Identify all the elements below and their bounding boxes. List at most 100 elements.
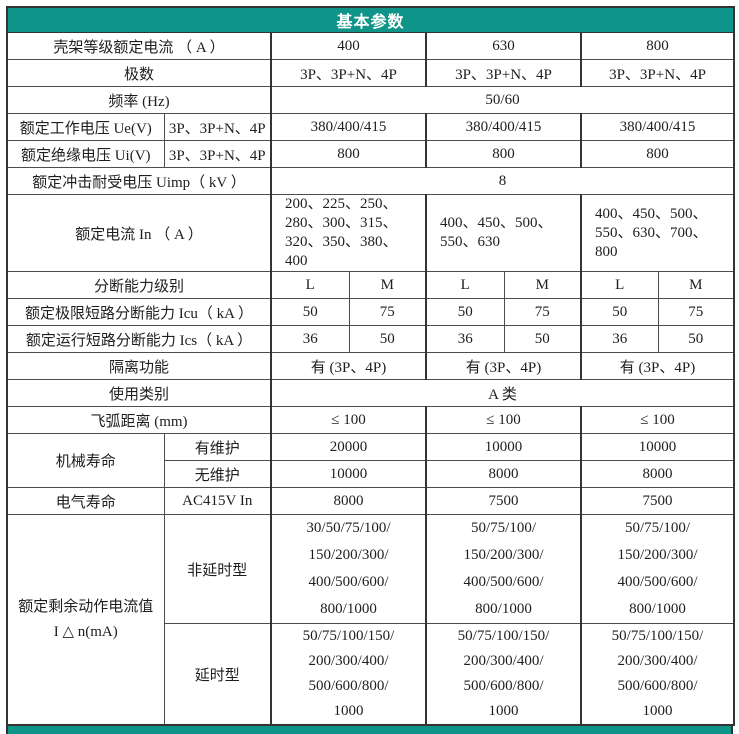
poles-label: 极数	[6, 59, 272, 87]
icu-value-5: 50	[580, 298, 659, 326]
row-arc-distance: 飞弧距离 (mm) ≤ 100 ≤ 100 ≤ 100	[6, 406, 735, 434]
isolation-value-3: 有 (3P、4P)	[579, 352, 735, 380]
impulse-voltage-label: 额定冲击耐受电压 Uimp（ kV ）	[6, 167, 272, 195]
rated-voltage-label: 额定工作电压 Ue(V)	[6, 113, 165, 141]
breaking-class-L3: L	[580, 271, 659, 299]
breaking-class-L2: L	[425, 271, 505, 299]
mech-life-unmaintained-label: 无维护	[163, 460, 272, 488]
row-rated-current: 额定电流 In （ A ） 200、225、250、 280、300、315、 …	[6, 194, 735, 272]
ics-value-6: 50	[657, 325, 735, 353]
row-impulse-voltage: 额定冲击耐受电压 Uimp（ kV ） 8	[6, 167, 735, 195]
frame-current-value-2: 630	[425, 32, 582, 60]
insulation-voltage-value-1: 800	[270, 140, 427, 168]
isolation-label: 隔离功能	[6, 352, 272, 380]
mech-life-maintained-value-3: 10000	[579, 433, 735, 461]
breaking-class-M1: M	[348, 271, 427, 299]
frame-current-value-3: 800	[579, 32, 735, 60]
rcd-non-delay-label: 非延时型	[163, 514, 272, 624]
next-section-header-strip	[6, 726, 733, 734]
icu-value-3: 50	[425, 298, 505, 326]
elec-life-value-1: 8000	[270, 487, 427, 515]
ics-label: 额定运行短路分断能力 Ics（ kA ）	[6, 325, 272, 353]
ics-value-4: 50	[503, 325, 582, 353]
breaking-class-M3: M	[657, 271, 735, 299]
isolation-value-1: 有 (3P、4P)	[270, 352, 427, 380]
impulse-voltage-value: 8	[269, 167, 735, 195]
row-rcd-non-delay: 额定剩余动作电流值 I △ n(mA) 非延时型 30/50/75/100/ 1…	[6, 514, 735, 726]
row-breaking-class: 分断能力级别 L M L M L M	[6, 271, 735, 299]
icu-value-6: 75	[657, 298, 735, 326]
rcd-delay-value-2: 50/75/100/150/ 200/300/400/ 500/600/800/…	[425, 623, 582, 726]
mech-life-label: 机械寿命	[6, 433, 165, 488]
mech-life-maintained-label: 有维护	[163, 433, 272, 461]
rcd-delay-label: 延时型	[163, 623, 272, 726]
row-mech-life-maintained: 机械寿命 有维护 20000 10000 10000	[6, 433, 735, 488]
frequency-label: 频率 (Hz)	[6, 86, 272, 114]
rcd-delay-value-3: 50/75/100/150/ 200/300/400/ 500/600/800/…	[579, 623, 735, 726]
icu-value-2: 75	[348, 298, 427, 326]
basic-params-table: 基本参数 壳架等级额定电流 （ A ） 400 630 800 极数 3P、3P…	[6, 6, 736, 726]
rated-voltage-sub-label: 3P、3P+N、4P	[163, 113, 272, 141]
row-rated-voltage: 额定工作电压 Ue(V) 3P、3P+N、4P 380/400/415 380/…	[6, 113, 735, 141]
elec-life-value-2: 7500	[425, 487, 582, 515]
frame-current-value-1: 400	[270, 32, 427, 60]
rated-current-label: 额定电流 In （ A ）	[6, 194, 272, 272]
arc-distance-value-2: ≤ 100	[425, 406, 582, 434]
table-title: 基本参数	[6, 6, 735, 33]
arc-distance-label: 飞弧距离 (mm)	[6, 406, 272, 434]
rcd-label: 额定剩余动作电流值 I △ n(mA)	[6, 514, 165, 726]
rated-voltage-value-2: 380/400/415	[425, 113, 582, 141]
rated-voltage-value-1: 380/400/415	[270, 113, 427, 141]
mech-life-unmaintained-value-2: 8000	[425, 460, 582, 488]
breaking-class-M2: M	[503, 271, 582, 299]
row-mech-life-unmaintained: 无维护 10000 8000 8000	[7, 460, 735, 488]
ics-value-2: 50	[348, 325, 427, 353]
poles-value-1: 3P、3P+N、4P	[270, 59, 427, 87]
poles-value-2: 3P、3P+N、4P	[425, 59, 582, 87]
frame-current-label: 壳架等级额定电流 （ A ）	[6, 32, 272, 60]
insulation-voltage-label: 额定绝缘电压 Ui(V)	[6, 140, 165, 168]
mech-life-maintained-value-1: 20000	[270, 433, 427, 461]
insulation-voltage-sub-label: 3P、3P+N、4P	[163, 140, 272, 168]
rated-voltage-value-3: 380/400/415	[579, 113, 735, 141]
utilization-label: 使用类别	[6, 379, 272, 407]
utilization-value: A 类	[269, 379, 735, 407]
row-isolation: 隔离功能 有 (3P、4P) 有 (3P、4P) 有 (3P、4P)	[6, 352, 735, 380]
rated-current-value-1: 200、225、250、 280、300、315、 320、350、380、 4…	[270, 194, 427, 272]
table-title-row: 基本参数	[6, 6, 735, 33]
rcd-delay-value-1: 50/75/100/150/ 200/300/400/ 500/600/800/…	[270, 623, 427, 726]
row-utilization: 使用类别 A 类	[6, 379, 735, 407]
rcd-non-delay-value-2: 50/75/100/ 150/200/300/ 400/500/600/ 800…	[425, 514, 582, 624]
arc-distance-value-1: ≤ 100	[270, 406, 427, 434]
ics-value-3: 36	[425, 325, 505, 353]
rcd-non-delay-value-1: 30/50/75/100/ 150/200/300/ 400/500/600/ …	[270, 514, 427, 624]
icu-value-4: 75	[503, 298, 582, 326]
elec-life-label: 电气寿命	[6, 487, 165, 515]
mech-life-maintained-value-2: 10000	[425, 433, 582, 461]
mech-life-unmaintained-value-3: 8000	[579, 460, 735, 488]
insulation-voltage-value-3: 800	[579, 140, 735, 168]
row-frame-current: 壳架等级额定电流 （ A ） 400 630 800	[6, 32, 735, 60]
row-insulation-voltage: 额定绝缘电压 Ui(V) 3P、3P+N、4P 800 800 800	[6, 140, 735, 168]
breaking-class-label: 分断能力级别	[6, 271, 272, 299]
frequency-value: 50/60	[269, 86, 735, 114]
mech-life-unmaintained-value-1: 10000	[270, 460, 427, 488]
ics-value-5: 36	[580, 325, 659, 353]
row-rcd-delay: 延时型 50/75/100/150/ 200/300/400/ 500/600/…	[7, 623, 735, 726]
ics-value-1: 36	[270, 325, 350, 353]
rated-current-value-3: 400、450、500、 550、630、700、 800	[579, 194, 735, 272]
row-frequency: 频率 (Hz) 50/60	[6, 86, 735, 114]
rcd-non-delay-value-3: 50/75/100/ 150/200/300/ 400/500/600/ 800…	[579, 514, 735, 624]
row-poles: 极数 3P、3P+N、4P 3P、3P+N、4P 3P、3P+N、4P	[6, 59, 735, 87]
row-ics: 额定运行短路分断能力 Ics（ kA ） 36 50 36 50 36 50	[6, 325, 735, 353]
icu-label: 额定极限短路分断能力 Icu（ kA ）	[6, 298, 272, 326]
breaking-class-L1: L	[270, 271, 350, 299]
elec-life-sub-label: AC415V In	[163, 487, 272, 515]
arc-distance-value-3: ≤ 100	[579, 406, 735, 434]
isolation-value-2: 有 (3P、4P)	[425, 352, 582, 380]
icu-value-1: 50	[270, 298, 350, 326]
row-elec-life: 电气寿命 AC415V In 8000 7500 7500	[6, 487, 735, 515]
row-icu: 额定极限短路分断能力 Icu（ kA ） 50 75 50 75 50 75	[6, 298, 735, 326]
insulation-voltage-value-2: 800	[425, 140, 582, 168]
